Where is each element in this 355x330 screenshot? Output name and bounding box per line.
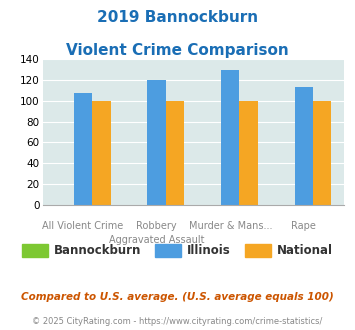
Text: Aggravated Assault: Aggravated Assault [109, 235, 204, 245]
Text: © 2025 CityRating.com - https://www.cityrating.com/crime-statistics/: © 2025 CityRating.com - https://www.city… [32, 317, 323, 326]
Bar [240, 101, 258, 205]
Bar [313, 101, 332, 205]
Bar [92, 101, 111, 205]
Bar [221, 70, 240, 205]
Text: Compared to U.S. average. (U.S. average equals 100): Compared to U.S. average. (U.S. average … [21, 292, 334, 302]
Bar [295, 87, 313, 205]
Bar [147, 80, 166, 205]
Text: Murder & Mans...: Murder & Mans... [189, 221, 272, 231]
Text: All Violent Crime: All Violent Crime [43, 221, 124, 231]
Text: 2019 Bannockburn: 2019 Bannockburn [97, 10, 258, 25]
Bar [74, 93, 92, 205]
Text: Violent Crime Comparison: Violent Crime Comparison [66, 43, 289, 58]
Legend: Bannockburn, Illinois, National: Bannockburn, Illinois, National [22, 244, 333, 257]
Bar [166, 101, 184, 205]
Text: Robbery: Robbery [136, 221, 177, 231]
Text: Rape: Rape [291, 221, 316, 231]
